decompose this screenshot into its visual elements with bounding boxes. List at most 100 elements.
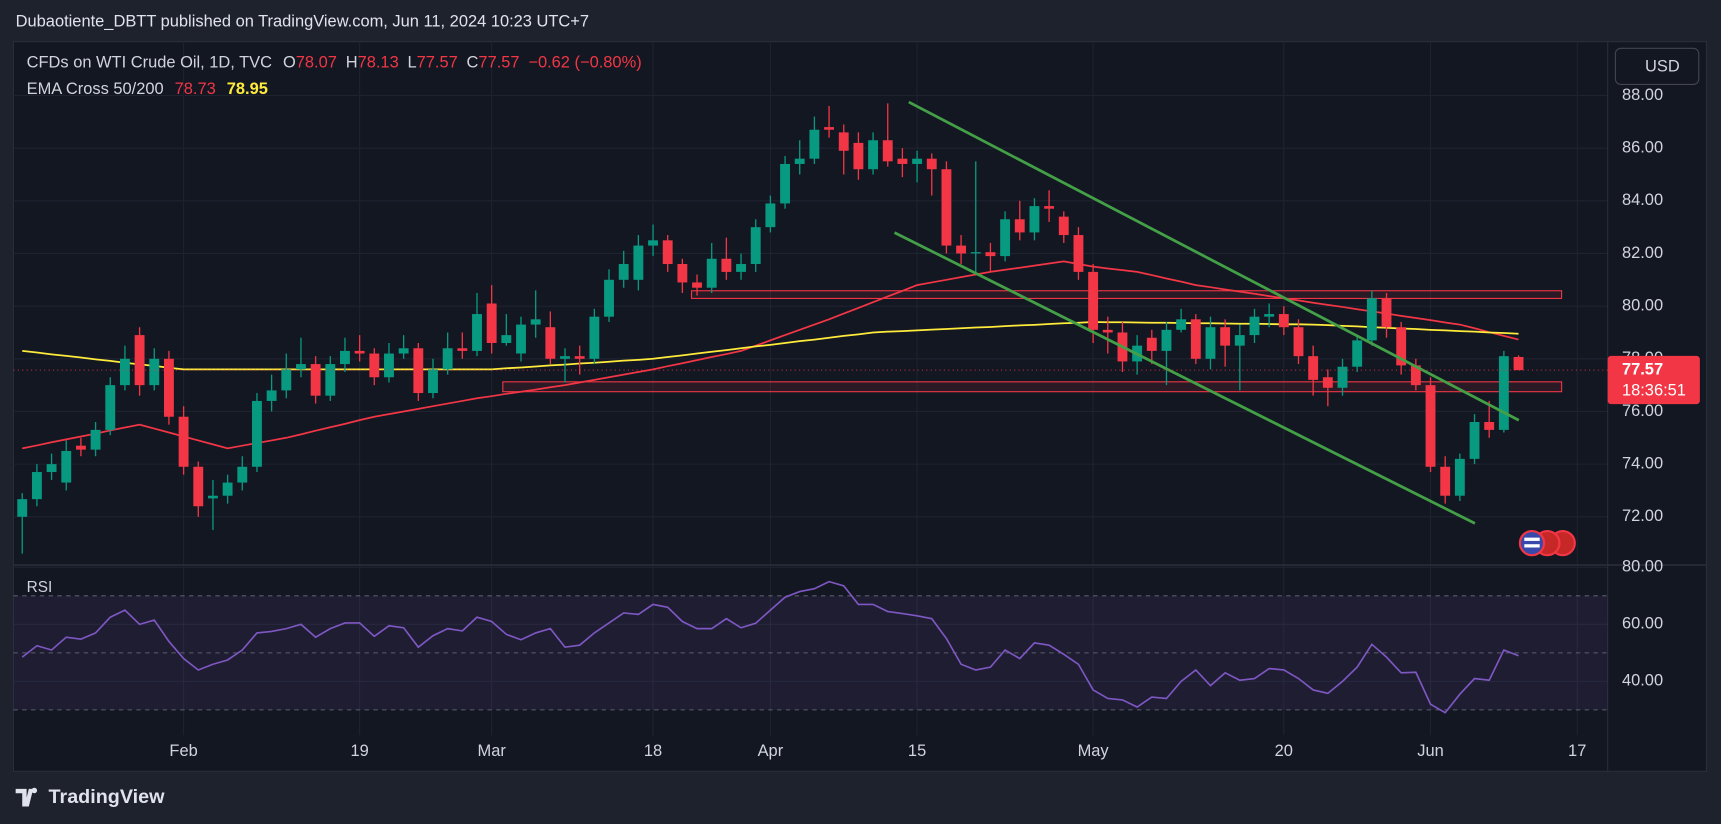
channel-upper [908,100,1520,422]
candle-body [119,358,130,386]
y-tick-label: 74.00 [1622,454,1663,472]
candle-body [1102,329,1113,333]
candle-body [75,445,86,450]
candle-body [1293,327,1304,357]
candle-body [501,335,512,344]
candle-body [1381,298,1392,328]
candle-body [1308,356,1319,380]
x-tick-label: 19 [350,742,368,760]
candle-body [853,142,864,170]
event-flags [1518,529,1576,557]
symbol-legend: CFDs on WTI Crude Oil, 1D, TVC O78.07 H78.… [27,54,642,72]
candle-body [1264,314,1275,317]
candle-body [516,324,526,354]
y-tick-label: 88.00 [1622,86,1663,104]
candle-body [750,227,761,265]
countdown-label: 18:36:51 [1622,381,1686,399]
candle-body [1029,206,1040,233]
candle-body [1396,327,1407,366]
candle-body [1146,337,1157,351]
candle-body [794,158,805,164]
candle-body [428,369,438,394]
field-letter: L [407,54,416,72]
x-tick-label: 20 [1275,742,1293,760]
channel-lower [893,231,1476,525]
candle-body [163,358,174,417]
candle-body [560,356,570,359]
candle-body [662,240,673,265]
candle-body [1234,335,1245,346]
candle-body [325,364,336,396]
x-tick-label: Feb [169,742,197,760]
candle-body [941,169,952,246]
candle-body [472,314,482,351]
x-tick-label: 17 [1568,742,1586,760]
candle-body [149,358,160,386]
field-value: 77.57 [478,54,519,72]
candle-body [17,499,28,517]
candle-body [721,258,732,272]
candle-body [1322,377,1333,388]
candle-body [90,429,101,450]
indicator-name: EMA Cross 50/200 [27,80,164,98]
candle-body [252,400,262,467]
last-price-box [1607,355,1700,405]
candle-body [589,316,600,359]
currency-button[interactable] [1614,47,1700,86]
y-tick-label: 86.00 [1622,139,1663,157]
candle-body [1205,327,1216,359]
candle-body [1176,319,1187,330]
candle-body [1220,327,1231,346]
field-value: 78.07 [296,54,337,72]
candle-body [648,240,658,246]
candle-body [970,252,981,254]
candle-body [486,303,497,344]
candle-body [384,353,394,378]
candle-body [809,129,820,159]
indicator-value: 78.95 [227,80,268,98]
candle-body [1366,298,1377,341]
candle-body [442,348,453,370]
candle-body [1058,216,1069,236]
flag-stripe [1524,544,1540,548]
indicator-legend: EMA Cross 50/200 78.73 78.95 [27,80,268,98]
candle-body [281,369,292,391]
flag-icon [1518,529,1546,557]
candle-body [178,416,189,467]
flag-stripe [1524,537,1540,541]
candle-body [1044,206,1055,209]
candle-body [31,472,42,500]
x-tick-label: 18 [644,742,662,760]
x-tick-label: Apr [758,742,784,760]
candle-body [46,464,57,473]
candle-body [530,319,541,325]
candle-body [838,132,849,151]
field-letter: H [346,54,358,72]
rsi-line [21,580,1519,714]
candle-body [208,495,218,499]
logo-mark [15,787,38,807]
candle-body [1513,356,1524,371]
currency-label[interactable]: USD [1645,57,1680,75]
zones [502,290,1563,393]
x-tick-label: Mar [478,742,507,760]
candle-body [1278,314,1289,328]
y-tick-label: 76.00 [1622,402,1663,420]
candle-body [1440,466,1451,496]
candle-body [736,264,746,272]
candle-body [1352,340,1363,367]
candle-body [457,348,468,351]
candle-body [193,466,204,507]
change: −0.62 (−0.80%) [528,54,641,72]
indicator-value: 78.73 [175,80,216,98]
candle-body [1337,366,1348,388]
candle-body [1454,458,1465,496]
candle-body [105,385,116,430]
footer-brand: TradingView [49,786,166,808]
y-tick-label: 72.00 [1622,507,1663,525]
y-tick-label: 80.00 [1622,296,1663,314]
candle-body [310,364,321,396]
rsi-title: RSI [27,579,53,596]
candle-body [398,348,409,354]
